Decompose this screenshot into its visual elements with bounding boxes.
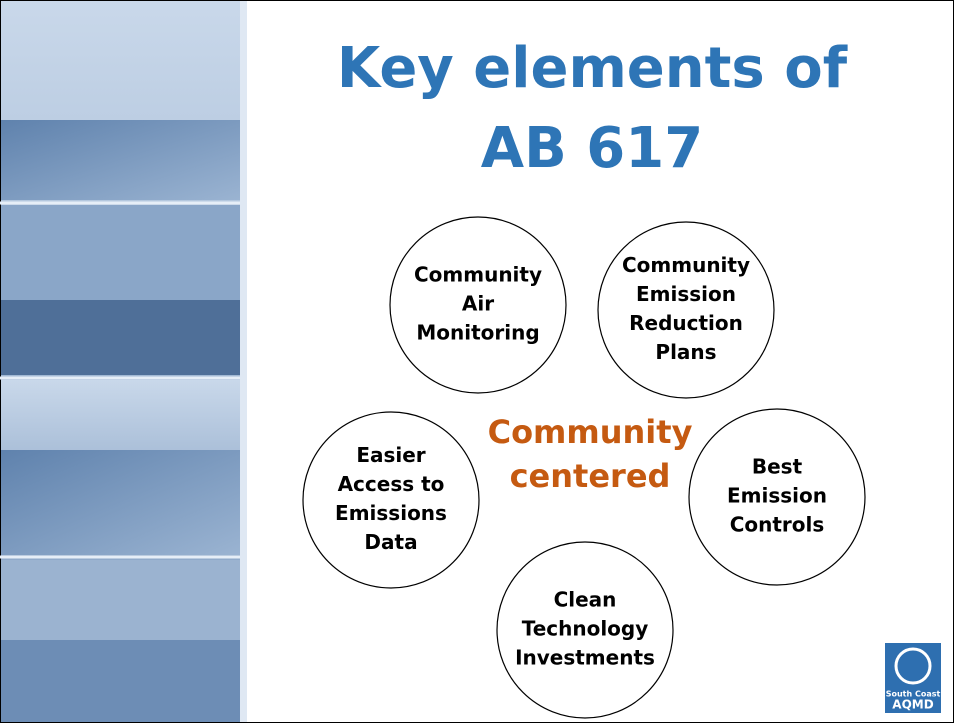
node-label: Community [622,253,750,277]
node-label: Easier [356,443,425,467]
node-label: Emissions [335,501,447,525]
title-line: AB 617 [481,116,703,181]
node-label: Emission [727,484,827,508]
node-label: Plans [655,340,716,364]
node-label: Controls [730,513,825,537]
node-label: Community [414,263,542,287]
node-label: Access to [338,472,445,496]
logo-text: AQMD [892,698,933,712]
node-circle [598,222,774,398]
title-line: Key elements of [337,36,848,101]
node-label: Reduction [629,311,743,335]
node-label: Monitoring [416,321,539,345]
node-circle [303,412,479,588]
center-label: centered [510,457,671,495]
center-label: Community [488,413,693,451]
node-label: Air [462,292,494,316]
slide: South CoastAQMD Key elements of AB 617 Com… [0,0,954,723]
node-label: Technology [522,617,649,641]
node-label: Emission [636,282,736,306]
photo-strip [0,1,247,722]
node-label: Best [752,455,803,479]
node-label: Clean [554,588,617,612]
node-label: Investments [515,646,655,670]
node-label: Data [364,530,417,554]
